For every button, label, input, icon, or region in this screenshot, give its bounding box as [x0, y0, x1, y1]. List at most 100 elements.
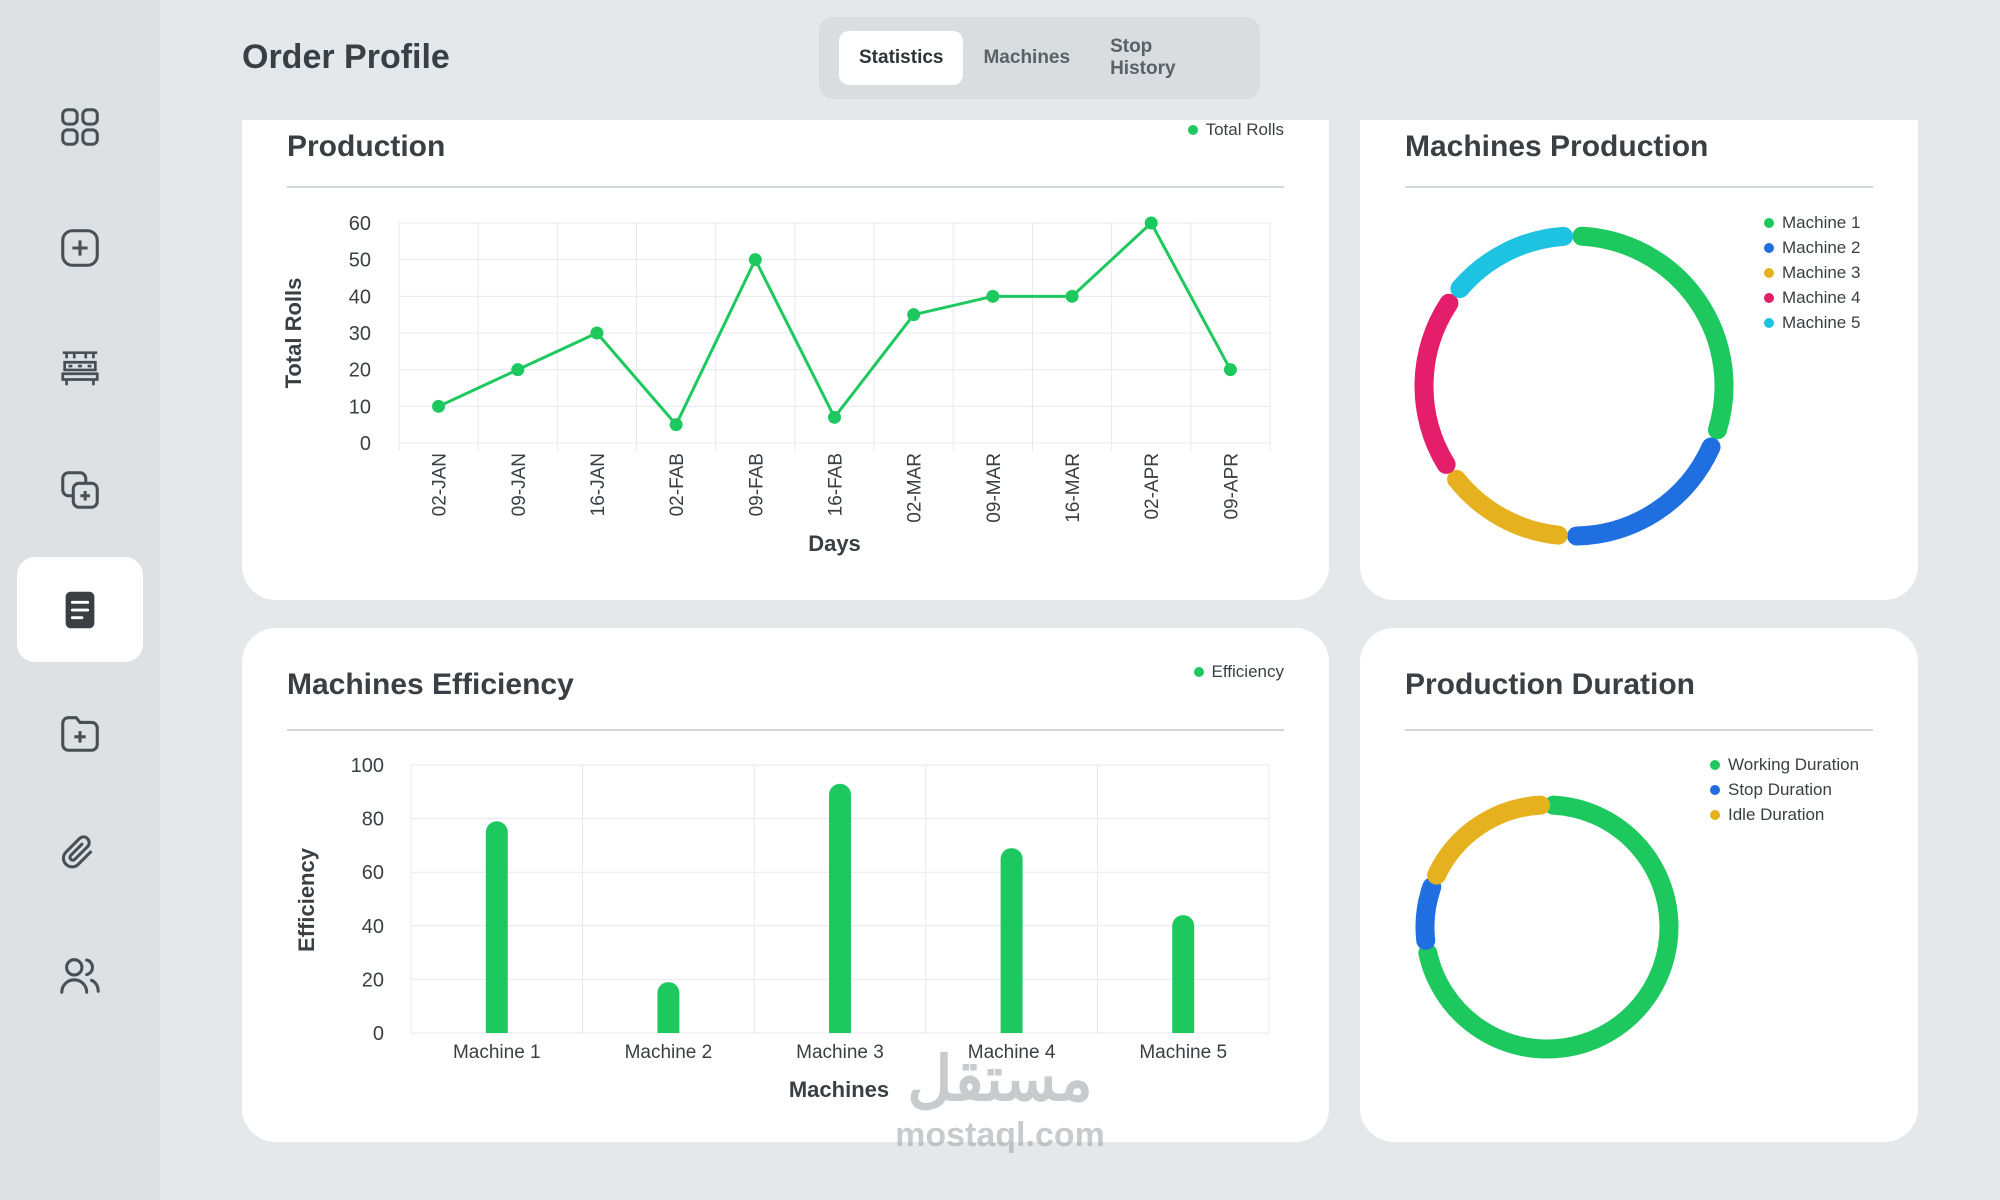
- efficiency-bar: [1000, 848, 1023, 1033]
- x-tick-label: Machine 3: [796, 1042, 884, 1063]
- x-tick-label: 02-MAR: [905, 453, 926, 523]
- legend-dot: [1764, 243, 1774, 253]
- legend-label: Machine 2: [1782, 238, 1861, 257]
- legend-dot: [1187, 125, 1198, 135]
- nav-production-line[interactable]: [17, 315, 143, 420]
- efficiency-bar: [657, 982, 680, 1033]
- efficiency-bar: [485, 821, 508, 1033]
- y-tick-label: 30: [349, 323, 371, 345]
- legend-dot: [1764, 318, 1774, 328]
- legend-label: Stop Duration: [1728, 780, 1832, 799]
- paperclip-icon: [61, 834, 93, 868]
- x-tick-label: Machine 1: [453, 1042, 541, 1063]
- legend-machine-3: Machine 3: [1764, 263, 1860, 283]
- data-point: [907, 308, 921, 322]
- legend-stop-duration: Stop Duration: [1710, 780, 1832, 800]
- tab-bar: Statistics Machines Stop History: [819, 17, 1260, 99]
- data-point: [432, 399, 446, 413]
- y-tick-label: 50: [349, 250, 371, 272]
- watermark-latin: mostaql.com: [895, 1116, 1105, 1154]
- legend-machine-1: Machine 1: [1764, 213, 1860, 233]
- y-tick-label: 60: [362, 862, 384, 884]
- legend-label: Machine 4: [1782, 288, 1861, 307]
- tab-stop-history[interactable]: Stop History: [1110, 36, 1176, 79]
- donut-segment: [1414, 293, 1459, 474]
- page-title: Order Profile: [242, 38, 450, 76]
- y-tick-label: 40: [349, 286, 371, 308]
- legend-label: Efficiency: [1211, 662, 1284, 681]
- data-point: [748, 253, 762, 267]
- production-duration-title: Production Duration: [1405, 668, 1695, 701]
- efficiency-bar-chart: 0 20 40 60 80 100 Machine 1 Machine 2 Machine 3 M…: [294, 755, 1270, 1102]
- data-point: [1223, 363, 1237, 377]
- tab-machines[interactable]: Machines: [983, 47, 1071, 68]
- x-tick-label: 09-APR: [1221, 453, 1242, 520]
- production-duration-card: Production Duration Working Duration Sto…: [1360, 628, 1918, 1142]
- x-tick-label: 09-MAR: [984, 453, 1005, 523]
- production-line-icon: [61, 350, 99, 385]
- efficiency-bar: [1172, 915, 1195, 1033]
- nav-users[interactable]: [17, 922, 143, 1027]
- y-tick-label: 20: [349, 360, 371, 382]
- legend-dot: [1764, 293, 1774, 303]
- tab-statistics[interactable]: Statistics: [839, 31, 964, 85]
- y-tick-label: 20: [362, 969, 384, 991]
- nav-attachments[interactable]: [17, 800, 143, 905]
- y-tick-label: 10: [349, 396, 371, 418]
- legend-label: Machine 3: [1782, 263, 1861, 282]
- nav-folder[interactable]: [17, 680, 143, 785]
- donut-segment: [1567, 437, 1721, 546]
- machines-production-divider: [1405, 186, 1873, 188]
- legend-label: Machine 5: [1782, 313, 1861, 332]
- legend-dot: [1764, 218, 1774, 228]
- copy-add-icon: [61, 470, 99, 509]
- x-axis-label: Days: [808, 531, 861, 556]
- legend-idle-duration: Idle Duration: [1710, 805, 1824, 825]
- donut-segment: [1415, 877, 1442, 950]
- data-point: [986, 289, 1000, 303]
- machines-production-card: Machines Production Machine 1 Machine 2 …: [1360, 120, 1918, 600]
- efficiency-bar: [829, 783, 851, 1033]
- efficiency-title: Machines Efficiency: [287, 668, 574, 701]
- production-legend: Total Rolls: [1187, 120, 1284, 140]
- machines-production-donut: [1414, 226, 1734, 546]
- x-tick-label: Machine 2: [625, 1042, 713, 1063]
- nav-copy[interactable]: [17, 437, 143, 542]
- production-title: Production: [287, 130, 446, 163]
- add-square-icon: [61, 228, 99, 267]
- nav-documents[interactable]: [17, 557, 143, 662]
- x-tick-label: 02-FAB: [667, 453, 688, 516]
- users-icon: [60, 957, 100, 994]
- production-duration-donut: [1415, 795, 1679, 1059]
- efficiency-card: Machines Efficiency Efficiency 0 20 40 60 80…: [242, 628, 1329, 1142]
- legend-machine-2: Machine 2: [1764, 238, 1860, 258]
- donut-segment: [1418, 795, 1679, 1059]
- machines-production-title: Machines Production: [1405, 130, 1709, 163]
- legend-machine-5: Machine 5: [1764, 313, 1860, 333]
- production-card: Production Total Rolls 0 10 20 30 40 50 60 02-J…: [242, 120, 1329, 600]
- legend-dot: [1710, 760, 1720, 770]
- legend-machine-4: Machine 4: [1764, 288, 1860, 308]
- legend-label: Idle Duration: [1728, 805, 1825, 824]
- dashboard-grid-icon: [61, 107, 99, 146]
- nav-dashboard[interactable]: [17, 74, 143, 179]
- sidebar: [0, 0, 160, 1200]
- y-axis-label: Total Rolls: [281, 278, 306, 389]
- y-tick-label: 100: [351, 755, 384, 777]
- x-tick-label: 16-FAB: [826, 453, 847, 516]
- x-tick-label: 16-MAR: [1063, 453, 1084, 523]
- y-axis-label: Efficiency: [294, 847, 319, 952]
- watermark: مستقل mostaql.com: [860, 1045, 1140, 1155]
- donut-segment: [1450, 226, 1574, 299]
- legend-label: Machine 1: [1782, 213, 1861, 232]
- production-line-chart: 0 10 20 30 40 50 60 02-JAN 09-JAN 16-JAN 02-FAB 09-…: [281, 213, 1271, 556]
- x-tick-label: Machine 4: [968, 1042, 1056, 1063]
- legend-dot: [1193, 667, 1204, 677]
- donut-segment: [1447, 469, 1568, 545]
- data-point: [669, 418, 683, 432]
- donut-segment: [1572, 226, 1734, 440]
- x-axis-label: Machines: [789, 1077, 889, 1102]
- y-tick-label: 80: [362, 809, 384, 831]
- nav-add[interactable]: [17, 195, 143, 300]
- legend-label: Working Duration: [1728, 755, 1860, 774]
